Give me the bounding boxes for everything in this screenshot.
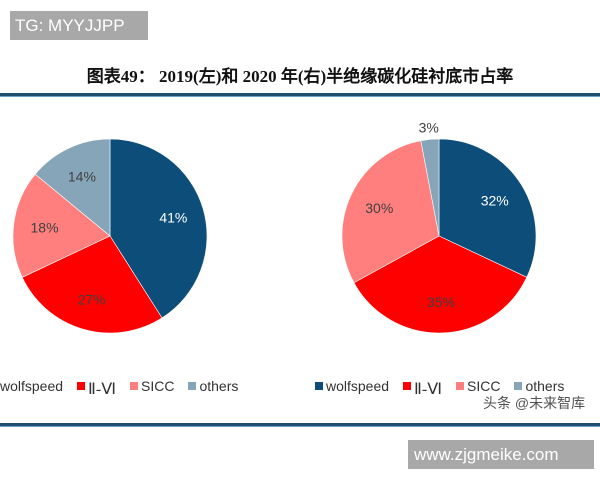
pie-slice-ii-vi (353, 235, 528, 334)
pie-label: 14% (68, 168, 96, 184)
pie-slice-others (420, 138, 440, 237)
watermark-bottom: www.zjgmeike.com (408, 440, 594, 469)
pie-slice-wolfspeed (109, 138, 208, 319)
swatch-icon (315, 382, 323, 390)
pie-slice-wolfspeed (438, 138, 537, 278)
legend-item-wolfspeed: wolfspeed (0, 378, 64, 394)
chart-title: 图表49： 2019(左)和 2020 年(右)半绝缘碳化硅衬底市占率 (86, 67, 514, 86)
pie-slice-sicc (341, 140, 440, 284)
pie-2020: 32% 35% 30% 3% (341, 119, 537, 334)
legend-item-others: others (188, 378, 238, 394)
legend-item-ii-vi: Ⅱ-Ⅵ (403, 376, 442, 398)
legend-item-ii-vi: Ⅱ-Ⅵ (77, 376, 116, 398)
pie-slice-sicc (12, 173, 111, 278)
pie-label: 35% (427, 294, 455, 310)
pie-charts: 41% 27% 18% 14% 32% 35% 30% 3% (12, 119, 537, 334)
legend-item-sicc: SICC (130, 378, 174, 394)
legend-item-sicc: SICC (456, 378, 500, 394)
pie-label: 3% (419, 119, 439, 135)
swatch-icon (403, 382, 412, 390)
swatch-icon (456, 382, 465, 390)
pie-label: 18% (31, 220, 59, 236)
swatch-icon (77, 382, 86, 390)
pie-slice-others (34, 138, 111, 237)
pie-label: 30% (365, 200, 393, 216)
swatch-icon (188, 382, 197, 390)
pie-slice-ii-vi (21, 235, 163, 334)
watermark-top: TG: MYYJJPP (10, 11, 148, 40)
legend-item-wolfspeed: wolfspeed (315, 378, 389, 394)
legend-2020: wolfspeed Ⅱ-Ⅵ SICC others (315, 376, 578, 398)
pie-label: 41% (159, 210, 187, 226)
swatch-icon (130, 382, 139, 390)
legend-item-others: others (514, 378, 564, 394)
pie-2019: 41% 27% 18% 14% (12, 138, 208, 334)
legend-2019: wolfspeed Ⅱ-Ⅵ SICC others (0, 376, 252, 398)
top-divider (0, 93, 600, 97)
swatch-icon (514, 382, 523, 390)
pie-label: 27% (78, 291, 106, 307)
bottom-divider (0, 423, 600, 427)
pie-label: 32% (481, 193, 509, 209)
watermark-toutiao: 头条 @未来智库 (483, 395, 586, 411)
